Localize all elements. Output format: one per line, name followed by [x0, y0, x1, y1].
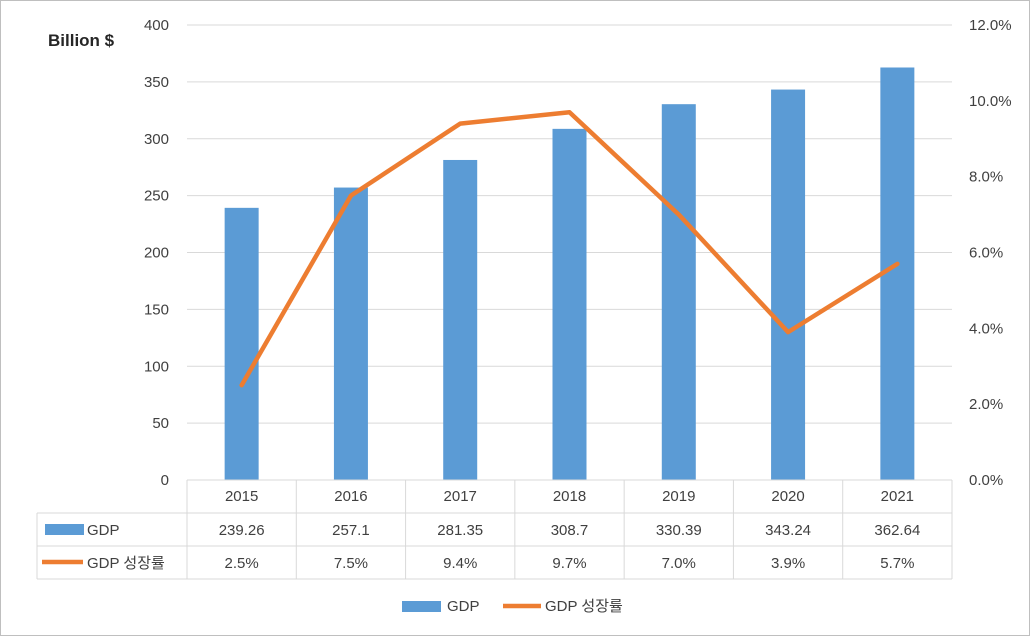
- table-cell-value: 343.24: [765, 522, 811, 539]
- bar-gdp-2020: [771, 90, 805, 480]
- table-series-name: GDP 성장률: [87, 555, 165, 572]
- y2-tick-label: 0.0%: [969, 472, 1003, 489]
- y-tick-label: 250: [144, 188, 169, 205]
- bar-gdp-2019: [662, 104, 696, 480]
- x-tick-label: 2018: [553, 488, 586, 505]
- table-cell-value: 281.35: [437, 522, 483, 539]
- y-tick-label: 100: [144, 358, 169, 375]
- y2-tick-label: 6.0%: [969, 245, 1003, 262]
- table-cell-value: 2.5%: [225, 555, 259, 572]
- y-tick-label: 150: [144, 301, 169, 318]
- y-tick-label: 50: [152, 415, 169, 432]
- x-tick-label: 2016: [334, 488, 367, 505]
- table-cell-value: 5.7%: [880, 555, 914, 572]
- y2-tick-label: 10.0%: [969, 93, 1012, 110]
- table-cell-value: 257.1: [332, 522, 370, 539]
- table-cell-value: 7.0%: [662, 555, 696, 572]
- x-tick-label: 2020: [771, 488, 804, 505]
- y-tick-label: 0: [161, 472, 169, 489]
- bar-gdp-2017: [443, 160, 477, 480]
- x-tick-label: 2019: [662, 488, 695, 505]
- y-tick-label: 300: [144, 131, 169, 148]
- table-cell-value: 362.64: [874, 522, 920, 539]
- legend-label-growth: GDP 성장률: [545, 598, 623, 615]
- y2-tick-label: 8.0%: [969, 169, 1003, 186]
- table-cell-value: 9.7%: [552, 555, 586, 572]
- legend: GDP GDP 성장률: [402, 598, 623, 615]
- y-tick-label: 400: [144, 17, 169, 34]
- x-tick-label: 2021: [881, 488, 914, 505]
- x-tick-label: 2017: [444, 488, 477, 505]
- y2-tick-label: 4.0%: [969, 320, 1003, 337]
- legend-key-gdp: [402, 601, 441, 612]
- data-table: 2015 2016 2017 2018 2019 2020 2021 GDP 239.26 257…: [37, 480, 952, 579]
- table-series-name: GDP: [87, 522, 120, 539]
- table-cell-value: 7.5%: [334, 555, 368, 572]
- legend-label-gdp: GDP: [447, 598, 480, 615]
- y2-tick-label: 2.0%: [969, 396, 1003, 413]
- y2-tick-label: 12.0%: [969, 17, 1012, 34]
- table-cell-value: 308.7: [551, 522, 589, 539]
- table-legend-key-bar: [45, 524, 84, 535]
- bar-gdp-2015: [225, 208, 259, 480]
- bar-gdp-2018: [553, 129, 587, 480]
- table-cell-value: 330.39: [656, 522, 702, 539]
- bar-gdp-2016: [334, 188, 368, 480]
- table-cell-value: 3.9%: [771, 555, 805, 572]
- table-cell-value: 9.4%: [443, 555, 477, 572]
- gdp-bars: [225, 67, 915, 480]
- y-tick-label: 350: [144, 74, 169, 91]
- table-cell-value: 239.26: [219, 522, 265, 539]
- y-tick-label: 200: [144, 245, 169, 262]
- x-tick-label: 2015: [225, 488, 258, 505]
- y-axis-title: Billion $: [48, 31, 115, 50]
